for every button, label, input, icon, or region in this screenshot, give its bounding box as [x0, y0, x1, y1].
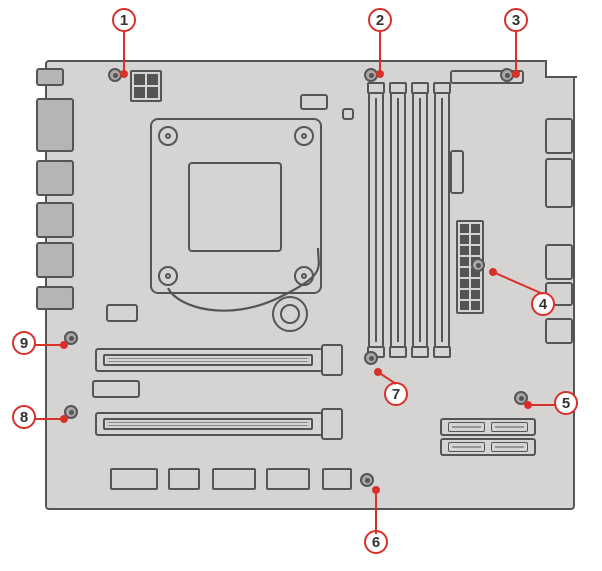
board-corner-notch	[545, 60, 577, 78]
misc-component	[450, 150, 464, 194]
callout-number: 6	[364, 530, 388, 554]
pcie-slot	[95, 412, 343, 436]
rear-io-block	[36, 286, 74, 310]
front-panel-header	[322, 468, 352, 490]
rear-io-block	[36, 68, 64, 86]
callout-1: 1	[110, 8, 138, 36]
callout-number: 9	[12, 331, 36, 355]
cpu-mount-hole	[294, 126, 314, 146]
standoff-hole	[360, 473, 374, 487]
pcie-slot	[95, 348, 343, 372]
rear-io-block	[36, 160, 74, 196]
callout-8: 8	[10, 405, 38, 433]
front-panel-header	[212, 468, 256, 490]
rear-io-block	[36, 98, 74, 152]
callout-number: 2	[368, 8, 392, 32]
misc-component	[342, 108, 354, 120]
standoff-hole	[64, 405, 78, 419]
cpu-power-2x2	[130, 70, 162, 102]
diagram-stage: 123456789	[0, 0, 602, 571]
callout-2: 2	[366, 8, 394, 36]
callout-number: 1	[112, 8, 136, 32]
standoff-hole	[514, 391, 528, 405]
callout-number: 3	[504, 8, 528, 32]
standoff-hole	[471, 258, 485, 272]
front-io-block	[545, 118, 573, 154]
callout-3: 3	[502, 8, 530, 36]
dimm-slot	[412, 86, 428, 354]
front-io-block	[545, 318, 573, 344]
cpu-mount-hole	[158, 126, 178, 146]
front-io-block	[545, 244, 573, 280]
misc-component	[106, 304, 138, 322]
front-panel-header	[110, 468, 158, 490]
standoff-hole	[364, 351, 378, 365]
cpu-lever	[0, 0, 1, 1]
sata-ports	[440, 418, 536, 436]
front-io-block	[545, 158, 573, 208]
dimm-slot	[434, 86, 450, 354]
callout-9: 9	[10, 331, 38, 359]
front-panel-header	[168, 468, 200, 490]
front-io-block	[545, 282, 573, 306]
front-panel-header	[266, 468, 310, 490]
misc-component	[300, 94, 328, 110]
standoff-hole	[500, 68, 514, 82]
dimm-slot	[368, 86, 384, 354]
rear-io-block	[36, 202, 74, 238]
callout-number: 8	[12, 405, 36, 429]
coin-cell-battery	[272, 296, 308, 332]
cpu-lid	[188, 162, 282, 252]
sata-ports	[440, 438, 536, 456]
dimm-slot	[390, 86, 406, 354]
rear-io-block	[36, 242, 74, 278]
cpu-mount-hole	[158, 266, 178, 286]
standoff-hole	[364, 68, 378, 82]
standoff-hole	[64, 331, 78, 345]
misc-component	[92, 380, 140, 398]
standoff-hole	[108, 68, 122, 82]
callout-6: 6	[362, 530, 390, 558]
